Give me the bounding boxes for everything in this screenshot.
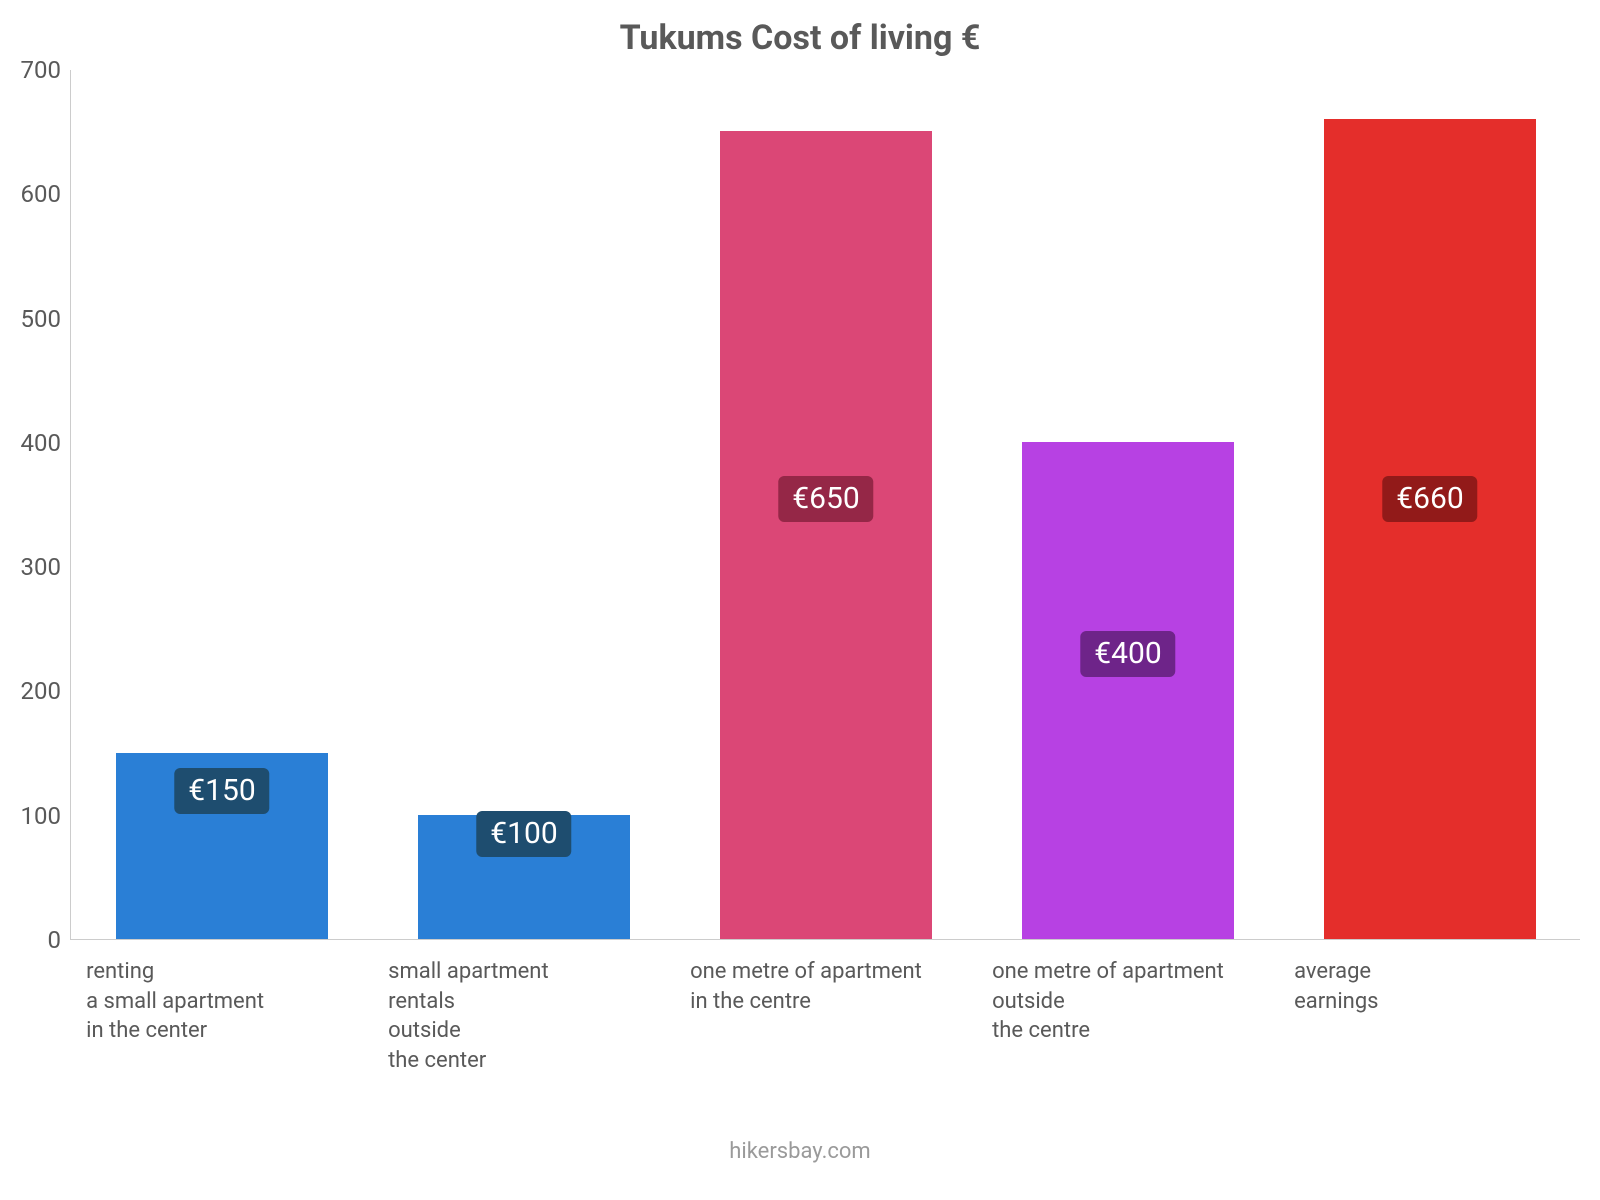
bar-value-label: €150: [174, 768, 269, 814]
y-tick-label: 0: [11, 928, 61, 952]
y-tick-label: 500: [11, 307, 61, 331]
x-category-label: one metre of apartment in the centre: [690, 957, 992, 1016]
plot-area: 0100200300400500600700€150renting a smal…: [70, 70, 1580, 940]
x-category-label: one metre of apartment outside the centr…: [992, 957, 1294, 1046]
y-tick-label: 400: [11, 431, 61, 455]
y-tick-label: 700: [11, 58, 61, 82]
y-tick-label: 100: [11, 804, 61, 828]
cost-of-living-chart: Tukums Cost of living € 0100200300400500…: [0, 0, 1600, 1200]
bar: [1324, 119, 1535, 939]
bar-value-label: €400: [1080, 631, 1175, 677]
chart-title: Tukums Cost of living €: [0, 18, 1600, 58]
y-tick-label: 600: [11, 182, 61, 206]
x-category-label: average earnings: [1294, 957, 1596, 1016]
y-tick-label: 200: [11, 679, 61, 703]
bar-value-label: €100: [476, 811, 571, 857]
bar-value-label: €660: [1382, 476, 1477, 522]
bar: [720, 131, 931, 939]
x-category-label: small apartment rentals outside the cent…: [388, 957, 690, 1076]
y-tick-label: 300: [11, 555, 61, 579]
bar-value-label: €650: [778, 476, 873, 522]
x-category-label: renting a small apartment in the center: [86, 957, 388, 1046]
bar: [1022, 442, 1233, 939]
source-credit: hikersbay.com: [0, 1139, 1600, 1164]
